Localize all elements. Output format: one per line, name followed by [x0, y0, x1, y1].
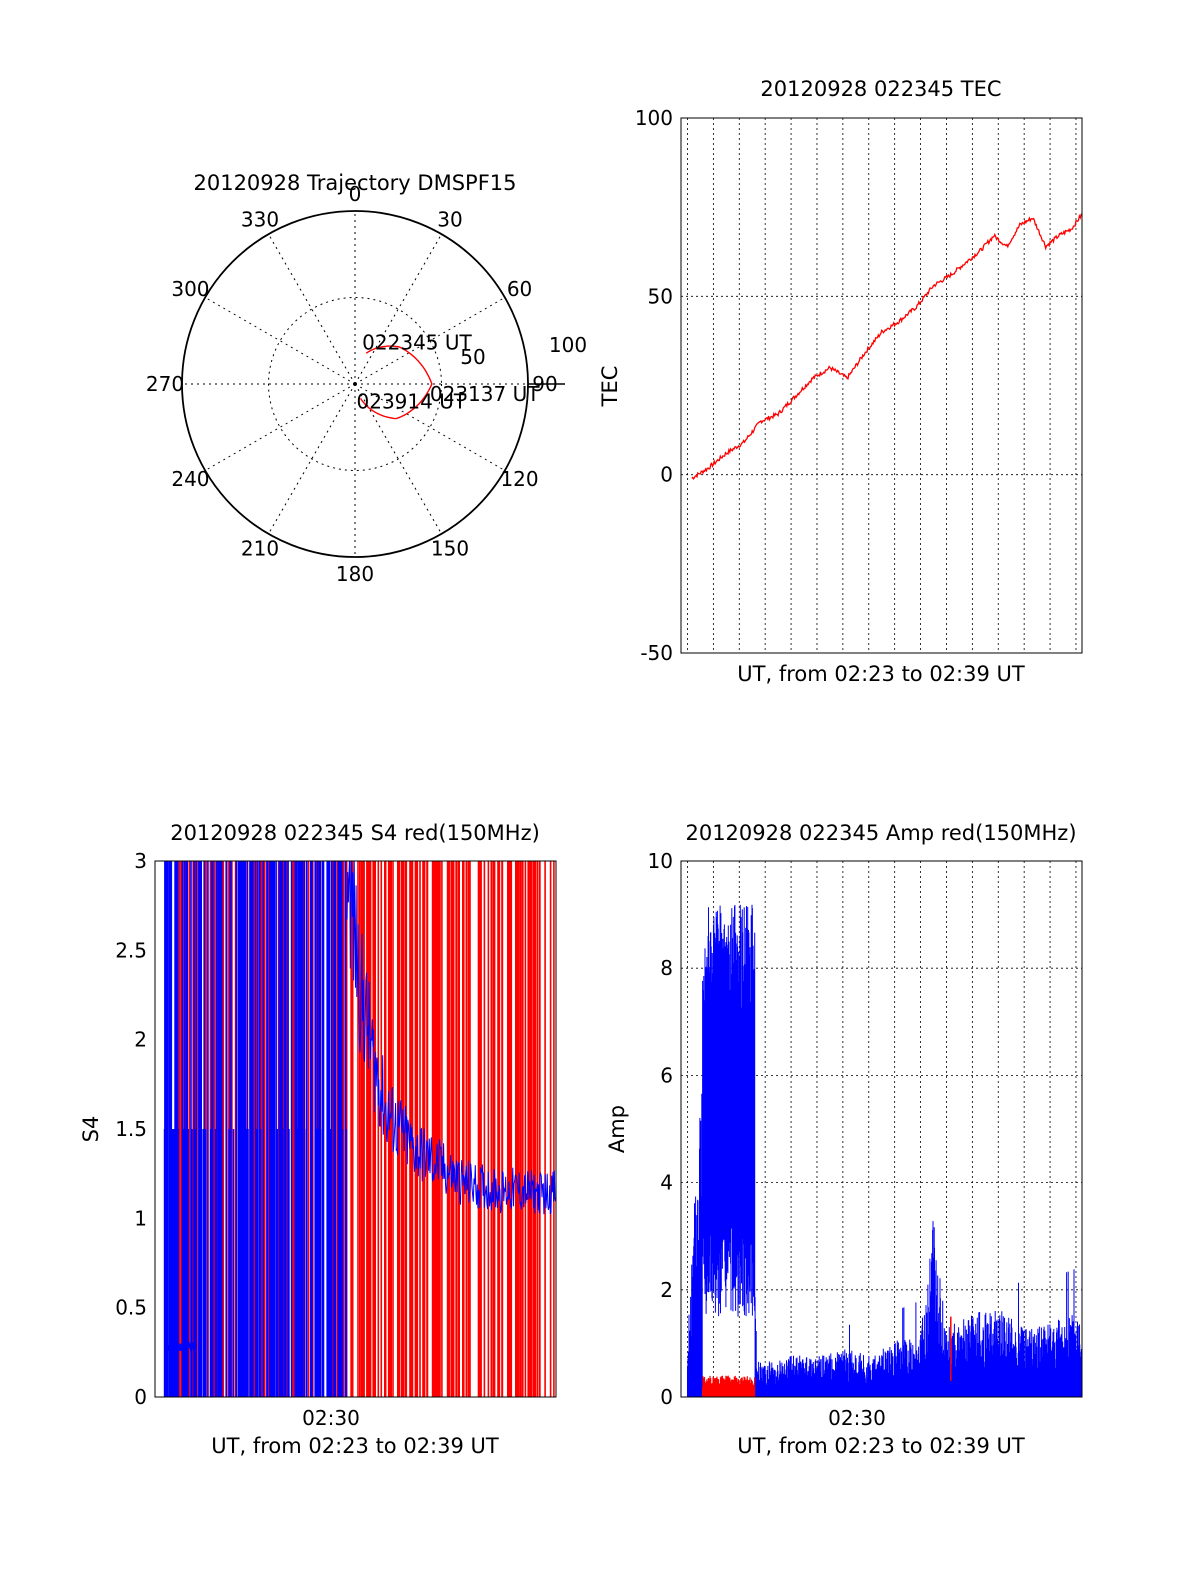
s4-blue-spikes [163, 861, 347, 1397]
s4-y-ticks: 0 0.5 1 1.5 2 2.5 3 [115, 849, 147, 1409]
amp-red-series [702, 1316, 952, 1397]
polar-spoke [268, 383, 356, 535]
amp-ylabel: Amp [605, 1105, 629, 1153]
polar-angle-tick: 210 [241, 537, 279, 561]
polar-trajectory-line [359, 345, 433, 420]
polar-angle-tick: 0 [349, 182, 362, 206]
polar-spoke [204, 297, 356, 385]
tec-xlabel: UT, from 02:23 to 02:39 UT [737, 662, 1025, 686]
tec-y-tick: 100 [635, 106, 673, 130]
amp-plot-frame [680, 860, 1083, 1398]
tec-y-tick: 0 [660, 463, 673, 487]
polar-spoke [204, 383, 356, 471]
amp-y-tick: 0 [660, 1385, 673, 1409]
amp-y-tick: 8 [660, 956, 673, 980]
tec-series-line [691, 213, 1082, 480]
amp-panel: 20120928 022345 Amp red(150MHz) 0246810 … [605, 821, 1083, 1458]
amp-y-tick: 4 [660, 1171, 673, 1195]
tec-panel: 20120928 022345 TEC -50 0 50 100 TEC UT, fr… [598, 77, 1083, 686]
polar-title: 20120928 Trajectory DMSPF15 [193, 171, 516, 195]
s4-blue-series [163, 861, 556, 1397]
s4-y-tick: 2 [134, 1028, 147, 1052]
polar-radial-tick-50: 50 [460, 345, 485, 369]
polar-angle-labels: 0 30 60 90 120 150 180 210 240 270 300 330 [146, 182, 558, 586]
polar-angle-tick: 240 [171, 467, 209, 491]
tec-ylabel: TEC [598, 366, 622, 408]
amp-xtick-0230: 02:30 [828, 1406, 886, 1430]
tec-y-ticks: -50 0 50 100 [635, 106, 673, 665]
polar-angle-tick: 150 [431, 537, 469, 561]
polar-time-label: 023137 UT [430, 382, 540, 406]
polar-angle-tick: 60 [507, 277, 532, 301]
polar-time-label: 022345 UT [362, 330, 472, 354]
amp-y-ticks: 0 2 4 6 8 10 [648, 849, 673, 1409]
s4-plot-frame [154, 860, 557, 1398]
polar-angle-tick: 120 [500, 467, 538, 491]
polar-trajectory-panel: 20120928 Trajectory DMSPF15 0 30 60 90 120 15… [146, 171, 587, 586]
polar-spoke [268, 233, 356, 385]
amp-y-tick: 10 [648, 849, 673, 873]
s4-blue-decay-segment [346, 861, 556, 1215]
polar-angle-tick: 180 [336, 562, 374, 586]
polar-angle-tick: 90 [532, 372, 557, 396]
s4-y-tick: 3 [134, 849, 147, 873]
s4-xlabel: UT, from 02:23 to 02:39 UT [211, 1434, 499, 1458]
polar-grid [181, 210, 565, 558]
tec-y-tick: -50 [640, 641, 673, 665]
amp-y-tick: 6 [660, 1063, 673, 1087]
polar-angle-tick: 300 [171, 277, 209, 301]
polar-spoke [354, 383, 442, 535]
s4-blue-low-segment [165, 1340, 197, 1352]
s4-y-tick: 2.5 [115, 938, 147, 962]
polar-angle-tick: 270 [146, 372, 184, 396]
s4-y-tick: 0 [134, 1385, 147, 1409]
s4-title: 20120928 022345 S4 red(150MHz) [170, 821, 540, 845]
s4-xtick-0230: 02:30 [302, 1406, 360, 1430]
s4-red-spikes [174, 861, 555, 1397]
amp-red-spikes [702, 1375, 756, 1397]
tec-y-tick: 50 [648, 284, 673, 308]
amp-title: 20120928 022345 Amp red(150MHz) [685, 821, 1076, 845]
tec-grid [681, 118, 1082, 653]
s4-panel: 20120928 022345 S4 red(150MHz) 0 0.5 1 1.5 2… [79, 821, 557, 1458]
polar-angle-tick: 30 [437, 207, 462, 231]
amp-xlabel: UT, from 02:23 to 02:39 UT [737, 1434, 1025, 1458]
tec-title: 20120928 022345 TEC [760, 77, 1001, 101]
tec-plot-frame [680, 117, 1083, 654]
polar-radial-tick-100: 100 [549, 333, 587, 357]
polar-time-label: 023914 UT [357, 389, 467, 413]
amp-blue-spikes [687, 904, 1082, 1397]
s4-ylabel: S4 [79, 1116, 103, 1143]
polar-spoke [354, 233, 442, 385]
s4-y-tick: 1.5 [115, 1117, 147, 1141]
polar-spoke [354, 297, 506, 385]
s4-red-series [174, 861, 555, 1397]
amp-blue-series [687, 904, 1082, 1397]
polar-angle-tick: 330 [241, 207, 279, 231]
amp-y-tick: 2 [660, 1278, 673, 1302]
s4-y-tick: 0.5 [115, 1296, 147, 1320]
s4-y-tick: 1 [134, 1206, 147, 1230]
polar-inner-circle [268, 297, 442, 471]
polar-spoke [354, 383, 506, 471]
